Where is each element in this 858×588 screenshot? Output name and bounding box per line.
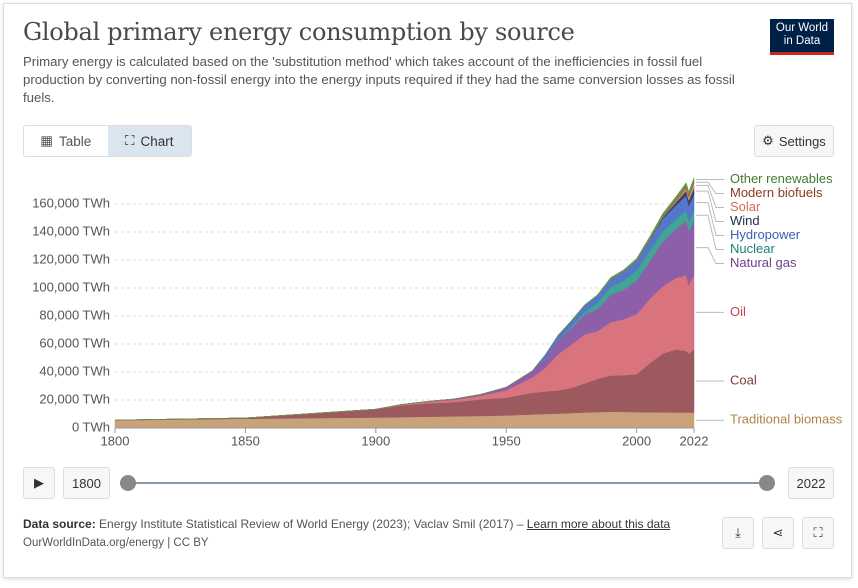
icon: ▦	[40, 133, 53, 148]
logo-line: Our World	[775, 22, 829, 34]
source: Energy Institute Statistical Review of W…	[99, 517, 524, 531]
source-line: Data source: Energy Institute Statistica…	[23, 515, 670, 534]
tab-label: Table	[58, 133, 92, 149]
logo[interactable]: Our World in Data	[770, 19, 834, 55]
start-year[interactable]: 1800	[63, 467, 110, 499]
end-year[interactable]: 2022	[788, 467, 834, 499]
learn-more-link[interactable]: Learn more about this data	[526, 517, 671, 531]
settings-label: Settings	[778, 133, 826, 149]
play-button[interactable]: ▶	[23, 467, 55, 499]
timeline-track	[128, 482, 768, 484]
timeline-handle[interactable]	[759, 475, 775, 491]
tab-table[interactable]: ▦ Table	[24, 126, 108, 156]
subtitle: Primary energy is calculated based on th…	[23, 54, 735, 105]
fullscreen-button[interactable]: ⛶	[802, 517, 834, 549]
tabs: ▦ Table ⛶ Chart	[23, 125, 192, 157]
settings-button[interactable]: ⚙ Settings	[754, 125, 834, 157]
download-button[interactable]: ⤓	[722, 517, 754, 549]
share-button[interactable]: ⋖	[762, 517, 794, 549]
footer: Data source: Energy Institute Statistica…	[23, 515, 670, 553]
tab-label: Chart	[140, 133, 174, 149]
logo-line: in Data	[783, 35, 821, 47]
credit: OurWorldInData.org/energy | CC BY	[23, 537, 209, 549]
source-label: Data source:	[23, 517, 96, 531]
title: Global primary energy consumption by sou…	[23, 18, 575, 46]
icon: ⚙	[762, 133, 774, 148]
icon: ⛶	[125, 133, 135, 148]
timeline-handle[interactable]	[120, 475, 136, 491]
tab-chart[interactable]: ⛶ Chart	[107, 126, 191, 156]
